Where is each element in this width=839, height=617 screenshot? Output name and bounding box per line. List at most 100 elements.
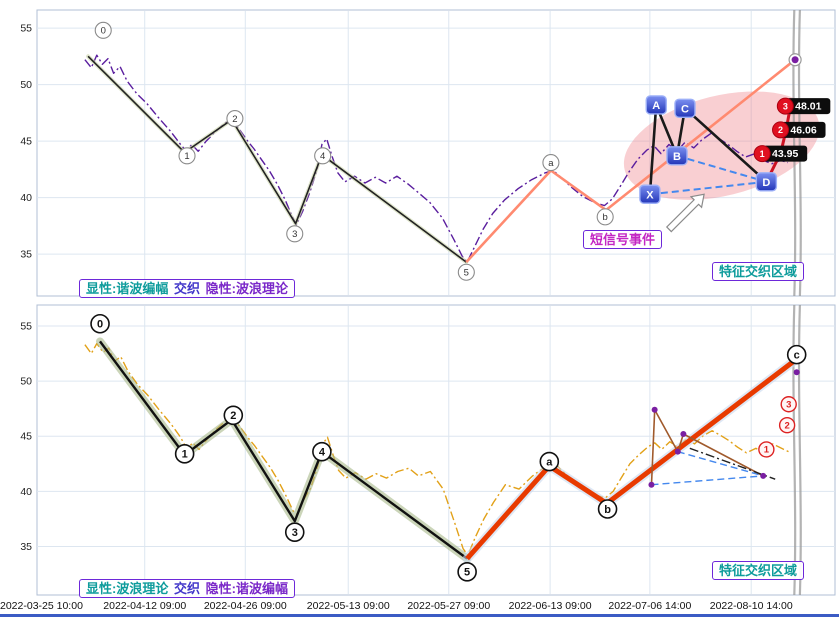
top-legend-explicit: 显性:谐波编幅 — [86, 281, 169, 296]
wave-label-circle — [178, 147, 196, 165]
pattern-label-C — [674, 98, 696, 119]
svg-text:46.06: 46.06 — [790, 124, 816, 136]
x-axis-label: 2022-03-25 10:00 — [0, 600, 83, 612]
feature-zone-callout-bottom: 特征交织区域 — [712, 561, 805, 580]
wave-label-text: b — [604, 504, 611, 516]
wave-label-circle — [457, 263, 475, 281]
bottom-divider — [0, 614, 839, 617]
y-axis-label: 45 — [20, 136, 32, 148]
y-axis-label: 35 — [20, 249, 32, 261]
wave-label-text: a — [548, 158, 554, 169]
bottom-legend-explicit: 显性:波浪理论 — [86, 581, 169, 596]
top-chart-explicit-harmonic: 5550454035012345abXABCD48.01346.06243.95… — [20, 9, 836, 297]
y-axis-label: 40 — [20, 192, 32, 204]
wave-label-text: b — [603, 212, 608, 223]
pattern-label-D — [755, 172, 778, 192]
series-projection-path — [765, 106, 792, 183]
x-axis-label: 2022-08-10 14:00 — [710, 600, 793, 612]
feature-zone-line — [792, 304, 797, 596]
wave-label-circle — [223, 405, 244, 426]
point-marker — [760, 472, 767, 479]
point-marker — [651, 406, 658, 413]
series-pattern-guide-2 — [677, 451, 764, 477]
wave-label-text: 5 — [464, 567, 470, 579]
svg-text:2: 2 — [778, 125, 783, 135]
point-marker — [793, 369, 800, 376]
wave-label-circle — [286, 225, 304, 243]
wave-label-circle — [284, 522, 305, 542]
price-tag-badge — [753, 145, 771, 163]
point-marker — [791, 56, 799, 64]
point-marker — [674, 448, 681, 455]
wave-label-circle — [542, 154, 560, 172]
point-marker — [680, 431, 687, 438]
bottom-legend-implicit: 隐性:谐波编幅 — [205, 581, 288, 596]
x-axis-label: 2022-05-27 09:00 — [407, 600, 490, 612]
price-tag — [763, 145, 808, 162]
price-tag-badge — [772, 121, 790, 139]
bottom-legend: 显性:波浪理论 交织 隐性:谐波编幅 — [79, 579, 295, 598]
wave-label-circle — [786, 344, 807, 365]
y-axis-label: 50 — [20, 79, 32, 91]
svg-text:48.01: 48.01 — [795, 101, 821, 113]
series-pattern-guide-1 — [651, 475, 764, 486]
series-elliott-wave-hidden — [87, 55, 467, 263]
wave-label-circle — [314, 147, 332, 165]
top-legend-implicit: 隐性:波浪理论 — [205, 281, 288, 296]
wave-label-circle — [597, 499, 618, 519]
wave-label-text: 0 — [101, 26, 106, 37]
series-pattern-guide-1 — [649, 180, 767, 196]
svg-text:A: A — [652, 100, 660, 112]
top-legend-middle: 交织 — [173, 281, 200, 296]
y-axis-label: 55 — [20, 23, 32, 35]
wave-label-text: 4 — [319, 446, 326, 458]
wave-label-text: a — [546, 456, 553, 468]
short-signal-callout: 短信号事件 — [583, 230, 663, 249]
feature-zone-callout-top: 特征交织区域 — [712, 262, 805, 281]
signal-arrow — [665, 193, 705, 233]
svg-text:C: C — [681, 103, 689, 115]
wave-label-text: 3 — [292, 527, 298, 539]
wave-label-text: 1 — [182, 449, 188, 461]
wave-label-text: 2 — [232, 114, 237, 125]
svg-text:1: 1 — [760, 149, 765, 159]
y-axis-label: 45 — [20, 431, 32, 443]
wave-label-circle — [596, 208, 614, 226]
wave-label-circle — [94, 21, 112, 39]
top-legend: 显性:谐波编幅 交织 隐性:波浪理论 — [79, 279, 295, 298]
series-elliott-wave-main — [99, 340, 468, 560]
svg-text:B: B — [673, 151, 681, 163]
pattern-label-B — [666, 146, 688, 166]
wave-label-text: 2 — [230, 410, 236, 422]
series-impulse-abc — [465, 357, 799, 561]
wave-label-text: 1 — [184, 151, 189, 162]
wave-label-circle — [174, 444, 195, 464]
svg-text:X: X — [646, 189, 654, 201]
feature-zone-bottom-label: 特征交织区域 — [719, 563, 798, 578]
svg-text:D: D — [762, 177, 770, 189]
feature-zone-top-label: 特征交织区域 — [719, 264, 798, 279]
x-axis-label: 2022-04-12 09:00 — [103, 600, 186, 612]
price-tag — [786, 98, 831, 115]
wave-label-text: 3 — [292, 229, 297, 240]
wave-label-text: 0 — [97, 319, 103, 331]
svg-text:43.95: 43.95 — [772, 148, 798, 160]
target-label-circle — [758, 441, 775, 458]
target-label-text: 1 — [764, 445, 770, 456]
wave-label-text: c — [794, 349, 800, 361]
x-axis-label: 2022-07-06 14:00 — [608, 600, 691, 612]
wave-label-circle — [312, 441, 332, 462]
price-tag — [781, 121, 826, 138]
target-label-text: 3 — [786, 400, 791, 411]
wave-label-circle — [90, 313, 110, 334]
series-corrective-abc — [465, 58, 796, 263]
x-axis-label: 2022-04-26 09:00 — [204, 600, 287, 612]
x-axis-label: 2022-06-13 09:00 — [509, 600, 592, 612]
y-axis-label: 35 — [20, 541, 32, 553]
svg-text:3: 3 — [783, 101, 788, 111]
wave-label-text: 5 — [464, 268, 469, 279]
price-tag-badge — [776, 97, 794, 115]
